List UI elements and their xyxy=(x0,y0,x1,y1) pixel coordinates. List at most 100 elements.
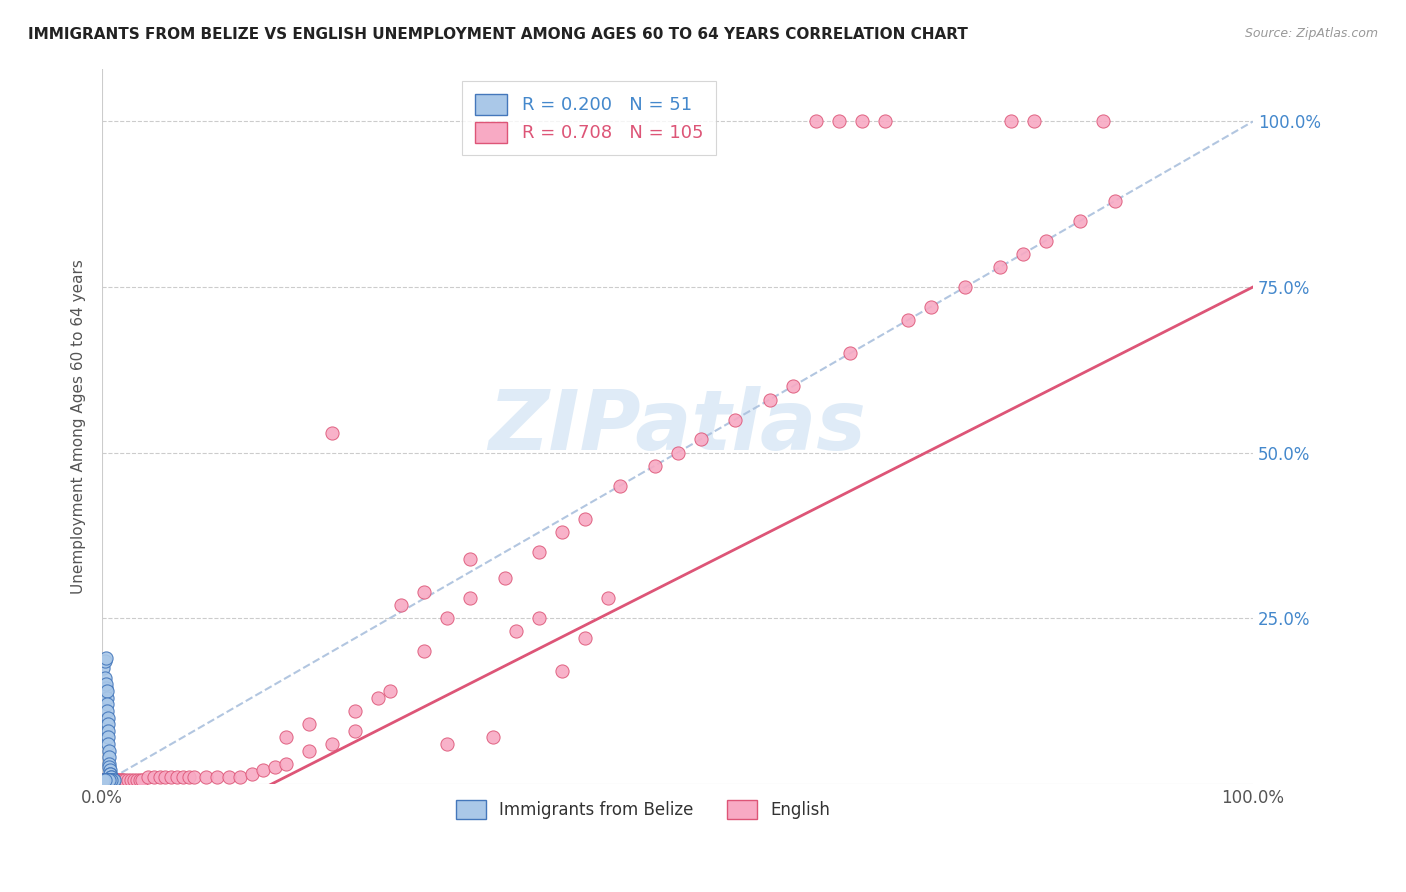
Point xyxy=(229,770,252,784)
Point xyxy=(644,458,666,473)
Point xyxy=(98,766,121,780)
Point xyxy=(1069,214,1091,228)
Point xyxy=(93,654,115,668)
Point xyxy=(93,773,115,788)
Point xyxy=(114,773,136,788)
Point xyxy=(321,737,343,751)
Point xyxy=(105,773,128,788)
Point xyxy=(97,773,120,788)
Point xyxy=(98,773,121,788)
Point xyxy=(96,773,118,788)
Point xyxy=(98,760,121,774)
Point xyxy=(101,773,124,788)
Point xyxy=(804,114,827,128)
Point xyxy=(97,773,120,788)
Point xyxy=(183,770,205,784)
Point xyxy=(143,770,166,784)
Point xyxy=(1024,114,1046,128)
Text: Source: ZipAtlas.com: Source: ZipAtlas.com xyxy=(1244,27,1378,40)
Point xyxy=(873,114,896,128)
Point xyxy=(100,773,122,788)
Point xyxy=(529,611,551,625)
Point xyxy=(108,773,131,788)
Point xyxy=(988,260,1011,275)
Point xyxy=(551,525,574,540)
Point xyxy=(94,773,117,788)
Point xyxy=(413,644,436,658)
Point xyxy=(851,114,873,128)
Point xyxy=(758,392,780,407)
Point xyxy=(666,445,689,459)
Point xyxy=(97,731,120,745)
Point xyxy=(1000,114,1022,128)
Point xyxy=(177,770,200,784)
Point xyxy=(117,773,139,788)
Point xyxy=(96,773,118,788)
Point xyxy=(574,631,596,645)
Point xyxy=(166,770,188,784)
Point xyxy=(98,773,121,788)
Point xyxy=(93,661,115,675)
Point xyxy=(93,671,115,685)
Point xyxy=(94,651,117,665)
Point xyxy=(96,773,118,788)
Point xyxy=(263,760,285,774)
Point xyxy=(460,591,482,606)
Point xyxy=(101,773,124,788)
Point xyxy=(98,773,121,788)
Point xyxy=(344,723,367,738)
Point xyxy=(94,773,117,788)
Point xyxy=(98,773,121,788)
Point xyxy=(389,598,412,612)
Point xyxy=(97,717,120,731)
Point xyxy=(100,773,122,788)
Point xyxy=(505,624,527,639)
Point xyxy=(98,756,121,771)
Text: IMMIGRANTS FROM BELIZE VS ENGLISH UNEMPLOYMENT AMONG AGES 60 TO 64 YEARS CORRELA: IMMIGRANTS FROM BELIZE VS ENGLISH UNEMPL… xyxy=(28,27,967,42)
Point xyxy=(93,773,115,788)
Point xyxy=(101,773,124,788)
Point xyxy=(160,770,183,784)
Point xyxy=(276,756,298,771)
Point xyxy=(782,379,804,393)
Point xyxy=(367,690,389,705)
Point xyxy=(97,773,120,788)
Point xyxy=(378,684,401,698)
Point xyxy=(897,313,920,327)
Point xyxy=(93,773,115,788)
Point xyxy=(96,773,118,788)
Point xyxy=(97,710,120,724)
Point xyxy=(98,744,121,758)
Point xyxy=(953,280,976,294)
Point xyxy=(827,114,849,128)
Point xyxy=(436,611,458,625)
Point xyxy=(93,773,115,788)
Point xyxy=(172,770,194,784)
Point xyxy=(413,584,436,599)
Point xyxy=(100,773,122,788)
Point xyxy=(344,704,367,718)
Point xyxy=(298,744,321,758)
Point xyxy=(136,770,159,784)
Point xyxy=(103,773,125,788)
Point xyxy=(97,773,120,788)
Point xyxy=(98,773,121,788)
Point xyxy=(93,773,115,788)
Point xyxy=(494,571,516,585)
Point xyxy=(98,750,121,764)
Point xyxy=(321,425,343,440)
Point xyxy=(97,773,120,788)
Point xyxy=(1092,114,1115,128)
Point xyxy=(276,731,298,745)
Point xyxy=(252,764,274,778)
Point xyxy=(98,773,121,788)
Point xyxy=(93,773,115,788)
Point xyxy=(93,773,115,788)
Legend: Immigrants from Belize, English: Immigrants from Belize, English xyxy=(449,793,837,825)
Point xyxy=(93,773,115,788)
Point xyxy=(920,300,942,314)
Point xyxy=(96,773,118,788)
Point xyxy=(94,677,117,691)
Point xyxy=(93,773,115,788)
Y-axis label: Unemployment Among Ages 60 to 64 years: Unemployment Among Ages 60 to 64 years xyxy=(72,259,86,593)
